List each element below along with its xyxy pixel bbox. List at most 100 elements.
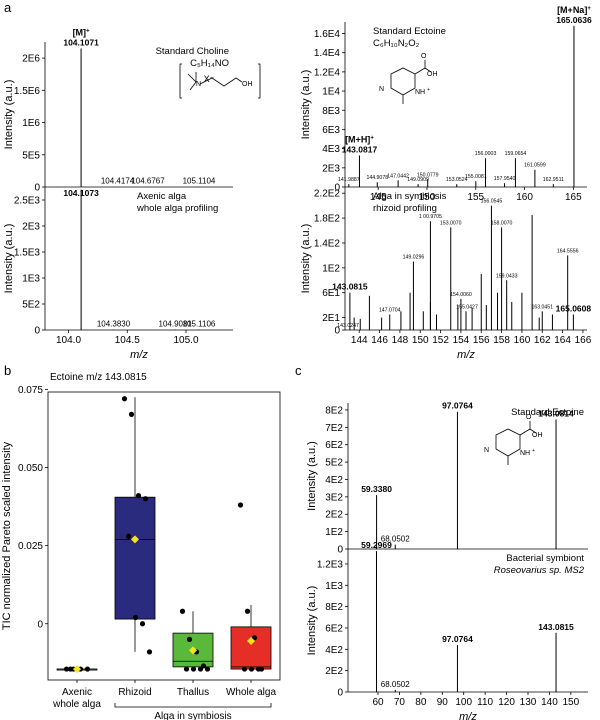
data-point	[179, 608, 186, 614]
mean-marker	[247, 636, 255, 645]
ectoine-nh: NH	[520, 450, 530, 457]
y-axis-label: Intensity (a.u.)	[3, 224, 15, 294]
y-tick-label: 1E3	[22, 274, 40, 285]
peak-label: 59.2969	[361, 540, 392, 550]
y-tick-label: 2.5E3	[14, 196, 41, 207]
x-tick-label: 156	[473, 335, 490, 346]
x-tick-label: 148	[392, 335, 409, 346]
x-axis-label: m/z	[459, 711, 477, 720]
ectoine-nh: NH	[415, 89, 425, 96]
peak-label: 157.9540	[494, 176, 516, 182]
y-tick-label: 8E2	[325, 602, 343, 613]
y-tick-label: 2E3	[22, 222, 40, 233]
x-tick-label: 152	[432, 335, 449, 346]
mean-marker	[73, 665, 81, 674]
y-tick-label: 1E3	[325, 581, 343, 592]
data-point	[248, 666, 255, 672]
data-point	[132, 614, 139, 621]
peak-label: 154.0060	[450, 292, 472, 298]
peak-label: 104.6767	[131, 177, 165, 186]
group-bracket	[114, 703, 272, 708]
ion-label-sup: +	[587, 6, 591, 12]
y-tick-label: 0	[334, 183, 340, 194]
peak-label: 143.0247	[337, 323, 359, 329]
y-tick-label: 1E4	[322, 87, 340, 98]
y-tick-label: 1.5E3	[14, 248, 41, 259]
ectoine-bonds	[390, 60, 432, 104]
x-tick-label: 150	[419, 192, 436, 203]
x-tick-label: Thallus	[177, 687, 209, 698]
ion-label: [M+H]+	[345, 134, 374, 144]
peak-label: 104.3830	[97, 319, 131, 328]
x-tick-label: whole alga	[52, 699, 101, 710]
y-tick-label: 0.050	[18, 463, 43, 474]
peak-label: 158.0070	[491, 220, 513, 226]
bracket-right	[258, 63, 261, 99]
y-tick-label: 1.8E2	[314, 214, 341, 225]
ectoine-oh: OH	[532, 432, 543, 439]
panel-title: Axenic alga	[137, 191, 187, 202]
y-axis-label: Intensity (a.u.)	[306, 441, 318, 511]
peak-label: 143.0814	[538, 409, 574, 419]
x-tick-label: 164	[554, 335, 571, 346]
y-tick-label: 1E2	[322, 263, 340, 274]
data-point	[135, 493, 142, 499]
x-tick-label: Axenic	[62, 687, 92, 698]
x-axis-label: m/z	[130, 349, 148, 361]
ectoine-n: N	[484, 447, 489, 454]
y-tick-label: 3E2	[325, 492, 343, 503]
x-tick-label: 145	[370, 192, 387, 203]
data-point	[190, 666, 197, 672]
peak-label: 105.1104	[183, 177, 216, 186]
data-point	[244, 608, 251, 614]
peak-label: 97.0764	[442, 634, 473, 644]
y-tick-label: 1.6E4	[314, 29, 341, 40]
data-point	[128, 411, 135, 417]
peak-label: 153.0070	[440, 220, 462, 226]
ectoine-n: N	[379, 86, 384, 93]
peak-label: 144.9078	[366, 175, 388, 181]
x-tick-label: 130	[520, 697, 537, 708]
data-point	[255, 666, 262, 672]
x-tick-label: 162	[534, 335, 551, 346]
choline-oh: OH	[242, 81, 253, 88]
y-tick-label: 0	[34, 183, 40, 194]
data-point	[146, 649, 153, 655]
y-tick-label: 2E3	[322, 163, 340, 174]
ectoine-structure: OH O N NH +	[484, 414, 543, 465]
x-tick-label: 104.5	[115, 335, 140, 346]
x-tick-label: Rhizoid	[118, 687, 151, 698]
panel-title: Alga in symbiosis	[373, 191, 447, 202]
data-point	[121, 396, 128, 402]
x-tick-label: 70	[394, 697, 406, 708]
y-tick-label: 0.025	[18, 541, 43, 552]
data-point	[139, 621, 146, 627]
ectoine-o: O	[526, 414, 532, 421]
peak-label: 1 00.9705	[419, 214, 442, 220]
y-tick-label: 5E2	[325, 458, 343, 469]
data-point	[63, 666, 70, 672]
x-axis-label: m/z	[457, 349, 475, 361]
x-tick-label: 158	[493, 335, 510, 346]
ectoine-structure: OH O N NH +	[379, 53, 438, 104]
peak-label: 155.0081	[465, 174, 487, 180]
y-tick-label: 0	[337, 688, 343, 699]
y-tick-label: 6E2	[325, 440, 343, 451]
y-tick-label: 6E3	[322, 125, 340, 136]
y-tick-label: 0	[337, 545, 343, 556]
chart-title: Ectoine m/z 143.0815	[50, 372, 147, 383]
peak-label: 150.0779	[417, 172, 439, 178]
x-tick-label: 160	[516, 192, 533, 203]
y-tick-label: 0	[334, 326, 340, 337]
peak-label: 165.0636	[556, 15, 592, 25]
x-tick-label: 90	[437, 697, 449, 708]
peak-label: 165.0608	[556, 303, 592, 313]
y-tick-label: 1.4E2	[314, 238, 341, 249]
x-tick-label: 120	[498, 697, 515, 708]
y-tick-label: 8E3	[322, 106, 340, 117]
peak-label: 161.0599	[524, 163, 546, 169]
peak-label: 163.0451	[531, 304, 553, 310]
peak-label: 153.0524	[446, 177, 468, 183]
y-axis-label: TIC normalized Pareto scaled intensity	[1, 441, 13, 630]
ectoine-plus: +	[532, 448, 535, 454]
